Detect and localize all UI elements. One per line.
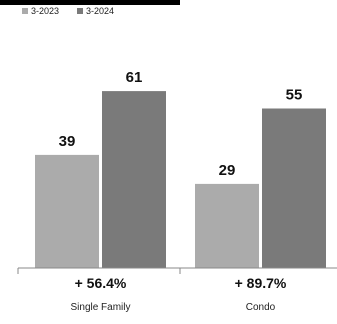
legend-label-series-1: 3-2023 (31, 6, 60, 16)
cropped-title-strip (0, 0, 180, 5)
data-label-condo-2: 55 (286, 87, 303, 104)
bar-condo-2 (262, 108, 326, 268)
legend: 3-2023 3-2024 (22, 6, 114, 16)
category-label-single-family: Single Family (70, 302, 130, 313)
bar-single-family-1 (35, 154, 99, 268)
legend-item-series-1: 3-2023 (22, 6, 59, 16)
data-label-condo-1: 29 (219, 162, 236, 179)
data-label-single-family-2: 61 (126, 69, 143, 86)
legend-item-series-2: 3-2024 (77, 6, 114, 16)
change-label-single-family: + 56.4% (75, 275, 127, 291)
data-label-single-family-1: 39 (59, 133, 76, 150)
change-label-condo: + 89.7% (235, 275, 287, 291)
category-label-condo: Condo (246, 302, 276, 313)
legend-label-series-2: 3-2024 (86, 6, 115, 16)
legend-swatch-series-2 (77, 8, 84, 14)
bar-condo-1 (195, 183, 259, 268)
legend-swatch-series-1 (22, 8, 28, 14)
bar-single-family-2 (102, 91, 166, 268)
